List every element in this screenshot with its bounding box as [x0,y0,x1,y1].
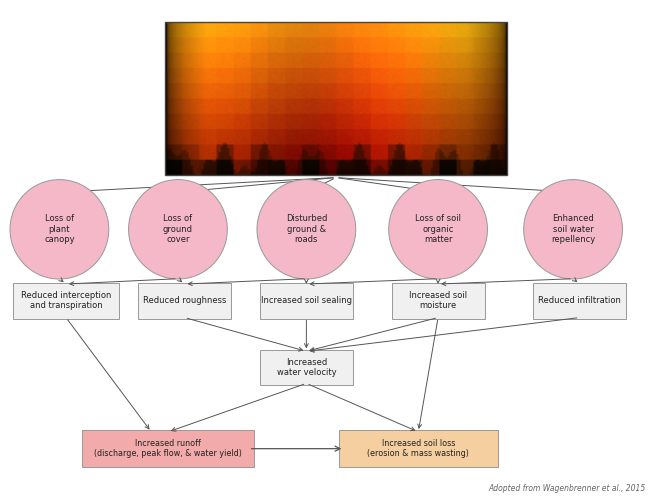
FancyBboxPatch shape [260,283,353,319]
Text: Increased soil
moisture: Increased soil moisture [409,291,467,310]
Text: Loss of
plant
canopy: Loss of plant canopy [44,214,75,244]
Ellipse shape [128,180,227,279]
FancyBboxPatch shape [260,350,353,385]
FancyBboxPatch shape [339,431,498,467]
Text: Increased soil sealing: Increased soil sealing [261,296,352,305]
Text: Adopted from Wagenbrenner et al., 2015: Adopted from Wagenbrenner et al., 2015 [489,484,646,493]
Text: Increased
water velocity: Increased water velocity [277,358,336,377]
Ellipse shape [388,180,487,279]
Text: Reduced interception
and transpiration: Reduced interception and transpiration [21,291,111,310]
FancyBboxPatch shape [13,283,119,319]
Text: Increased soil loss
(erosion & mass wasting): Increased soil loss (erosion & mass wast… [368,439,469,458]
FancyBboxPatch shape [82,431,254,467]
FancyBboxPatch shape [392,283,485,319]
Ellipse shape [10,180,109,279]
Text: Disturbed
ground &
roads: Disturbed ground & roads [286,214,327,244]
FancyBboxPatch shape [534,283,626,319]
Text: Reduced roughness: Reduced roughness [143,296,226,305]
Ellipse shape [523,180,622,279]
Text: Loss of
ground
cover: Loss of ground cover [163,214,193,244]
Text: Enhanced
soil water
repellency: Enhanced soil water repellency [551,214,595,244]
Text: Increased runoff
(discharge, peak flow, & water yield): Increased runoff (discharge, peak flow, … [94,439,242,458]
Ellipse shape [257,180,355,279]
Bar [165,22,507,175]
Text: Loss of soil
organic
matter: Loss of soil organic matter [415,214,461,244]
Text: Reduced infiltration: Reduced infiltration [538,296,621,305]
FancyBboxPatch shape [138,283,231,319]
